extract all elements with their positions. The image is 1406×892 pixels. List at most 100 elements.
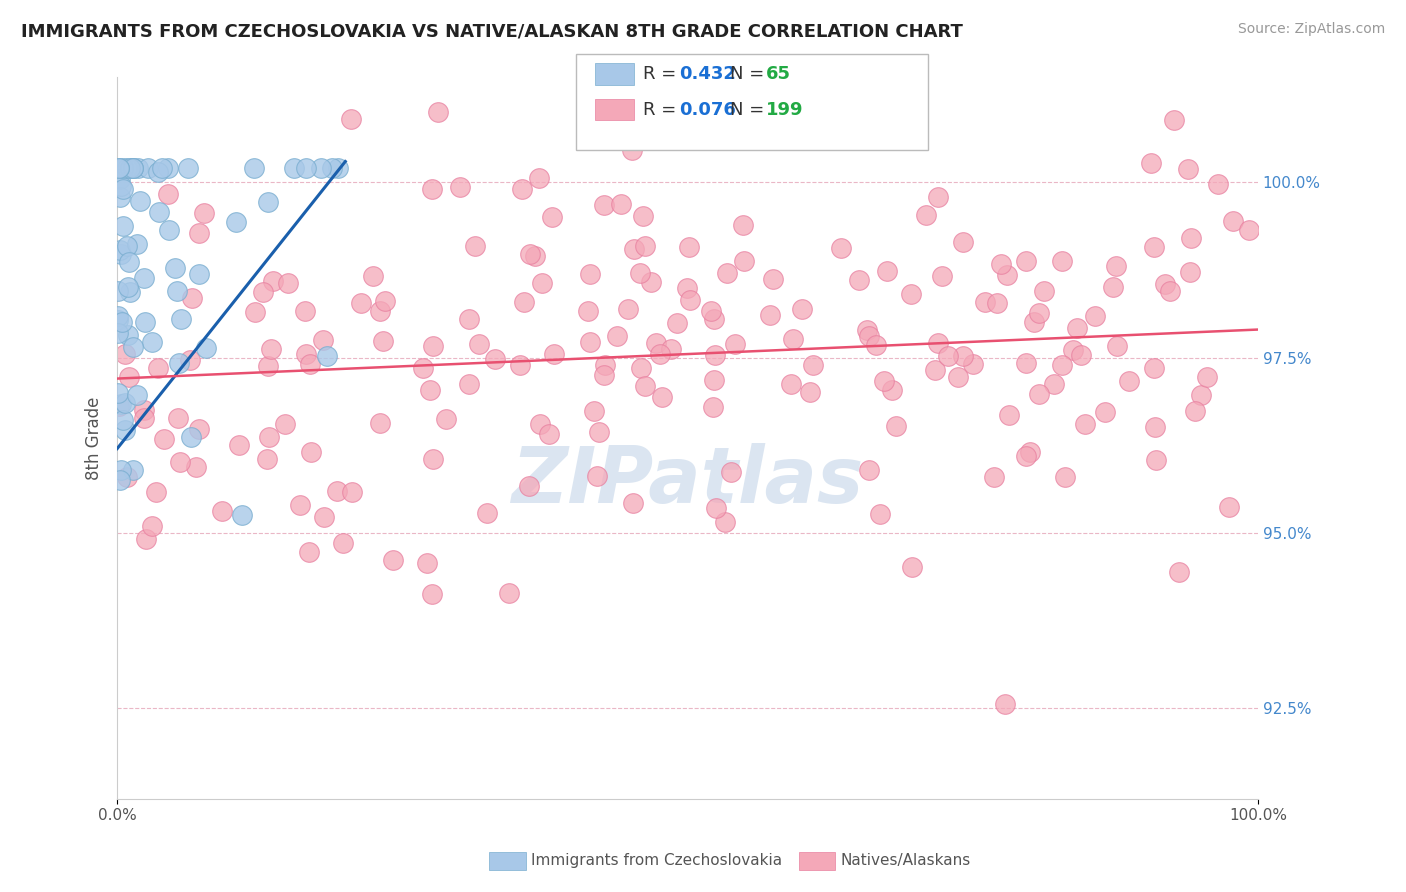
Point — [167, 356, 190, 370]
Point — [1180, 230, 1202, 244]
Point — [901, 560, 924, 574]
Point — [141, 334, 163, 349]
Point — [312, 333, 335, 347]
Point — [419, 384, 441, 398]
Point — [416, 556, 439, 570]
Point — [540, 211, 562, 225]
Point — [498, 586, 520, 600]
Point — [299, 445, 322, 459]
Point — [112, 182, 135, 196]
Point — [585, 469, 607, 483]
Point — [537, 427, 560, 442]
Point — [468, 336, 491, 351]
Point — [716, 266, 738, 280]
Point — [588, 425, 610, 439]
Point — [122, 463, 145, 477]
Point — [107, 386, 129, 401]
Point — [115, 470, 138, 484]
Point — [523, 249, 546, 263]
Point — [1015, 449, 1038, 463]
Point — [517, 479, 540, 493]
Point — [830, 241, 852, 255]
Point — [381, 553, 404, 567]
Point — [703, 373, 725, 387]
Point — [107, 313, 129, 327]
Point — [368, 304, 391, 318]
Point — [703, 311, 725, 326]
Point — [107, 326, 129, 340]
Point — [118, 161, 141, 176]
Point — [321, 161, 343, 176]
Point — [1195, 369, 1218, 384]
Point — [122, 161, 145, 176]
Point — [484, 352, 506, 367]
Point — [1019, 445, 1042, 459]
Point — [112, 413, 135, 427]
Point — [1143, 419, 1166, 434]
Point — [314, 509, 336, 524]
Point — [141, 518, 163, 533]
Point — [181, 291, 204, 305]
Point — [1159, 284, 1181, 298]
Point — [1154, 277, 1177, 292]
Point — [288, 498, 311, 512]
Point — [127, 388, 149, 402]
Point — [973, 294, 995, 309]
Point — [111, 315, 134, 329]
Point — [576, 304, 599, 318]
Point — [1050, 359, 1073, 373]
Point — [125, 237, 148, 252]
Point — [856, 323, 879, 337]
Point — [146, 360, 169, 375]
Point — [621, 496, 644, 510]
Point — [631, 209, 654, 223]
Text: 0.076: 0.076 — [679, 101, 735, 119]
Point — [884, 418, 907, 433]
Point — [651, 390, 673, 404]
Point — [187, 267, 209, 281]
Point — [1015, 253, 1038, 268]
Point — [759, 308, 782, 322]
Point — [1189, 388, 1212, 402]
Point — [148, 165, 170, 179]
Point — [593, 368, 616, 382]
Point — [228, 438, 250, 452]
Point — [1094, 405, 1116, 419]
Point — [610, 197, 633, 211]
Point — [1107, 339, 1129, 353]
Point — [519, 247, 541, 261]
Point — [790, 111, 813, 125]
Point — [108, 161, 131, 176]
Point — [371, 334, 394, 348]
Point — [108, 399, 131, 413]
Point — [157, 161, 180, 176]
Point — [1022, 315, 1045, 329]
Point — [543, 347, 565, 361]
Point — [134, 410, 156, 425]
Point — [299, 357, 322, 371]
Point — [762, 272, 785, 286]
Point — [260, 342, 283, 356]
Point — [530, 276, 553, 290]
Text: N =: N = — [730, 65, 769, 83]
Point — [134, 315, 156, 329]
Point — [107, 285, 129, 299]
Point — [1143, 240, 1166, 254]
Point — [1074, 417, 1097, 432]
Point — [1118, 374, 1140, 388]
Point — [118, 370, 141, 384]
Point — [118, 254, 141, 268]
Point — [257, 430, 280, 444]
Point — [108, 161, 131, 176]
Point — [108, 190, 131, 204]
Point — [527, 171, 550, 186]
Point — [936, 349, 959, 363]
Point — [513, 295, 536, 310]
Point — [340, 112, 363, 126]
Point — [873, 374, 896, 388]
Text: 0.432: 0.432 — [679, 65, 735, 83]
Point — [135, 532, 157, 546]
Point — [177, 161, 200, 176]
Point — [1084, 309, 1107, 323]
Point — [157, 186, 180, 201]
